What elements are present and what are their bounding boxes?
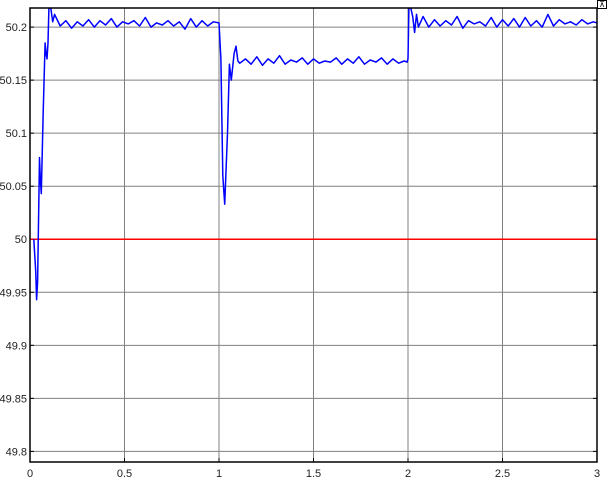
y-tick-label: 49.95	[0, 287, 27, 299]
x-tick-label: 2	[405, 468, 411, 480]
y-tick-label: 50.05	[0, 181, 27, 193]
x-tick-label: 1	[216, 468, 222, 480]
x-tick-label: 3	[594, 468, 600, 480]
grid	[29, 8, 598, 462]
y-tick-label: 49.85	[0, 393, 27, 405]
tick-labels: 0 0.5 1 1.5 2 2.5 3 49.8 49.85 49.9 49.95 50 50.05 50…	[0, 22, 600, 480]
y-tick-label: 50	[15, 234, 27, 246]
y-tick-label: 50.2	[6, 22, 27, 34]
x-tick-label: 2.5	[495, 468, 510, 480]
axes-restore-button[interactable]: ⊼	[597, 0, 607, 9]
series-lines	[30, 8, 597, 301]
y-tick-label: 49.8	[6, 446, 27, 458]
y-tick-label: 50.15	[0, 75, 27, 87]
y-tick-label: 49.9	[6, 340, 27, 352]
x-tick-label: 1.5	[306, 468, 321, 480]
y-tick-label: 50.1	[6, 128, 27, 140]
x-tick-label: 0.5	[117, 468, 132, 480]
x-tick-label: 0	[27, 468, 33, 480]
signal-line	[33, 8, 597, 301]
axes-restore-icon: ⊼	[599, 0, 605, 9]
plot-frame	[29, 7, 598, 463]
